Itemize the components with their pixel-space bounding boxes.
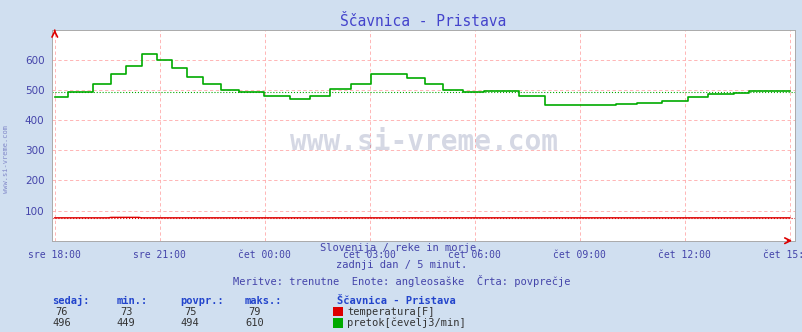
Text: 494: 494 [180,318,200,328]
Text: 449: 449 [116,318,136,328]
Text: 496: 496 [52,318,71,328]
Title: Ščavnica - Pristava: Ščavnica - Pristava [340,14,506,29]
Text: 79: 79 [248,307,261,317]
Text: Ščavnica - Pristava: Ščavnica - Pristava [337,296,456,306]
Text: www.si-vreme.com: www.si-vreme.com [3,125,10,193]
Text: Meritve: trenutne  Enote: angleosaške  Črta: povprečje: Meritve: trenutne Enote: angleosaške Črt… [233,275,569,287]
Text: maks.:: maks.: [245,296,282,306]
Text: pretok[čevelj3/min]: pretok[čevelj3/min] [346,317,465,328]
Text: 610: 610 [245,318,264,328]
Text: min.:: min.: [116,296,148,306]
Text: temperatura[F]: temperatura[F] [346,307,434,317]
Text: 73: 73 [119,307,132,317]
Text: sedaj:: sedaj: [52,295,90,306]
Text: povpr.:: povpr.: [180,296,224,306]
Text: www.si-vreme.com: www.si-vreme.com [290,127,557,156]
Text: Slovenija / reke in morje.: Slovenija / reke in morje. [320,243,482,253]
Text: 75: 75 [184,307,196,317]
Text: 76: 76 [55,307,68,317]
Text: zadnji dan / 5 minut.: zadnji dan / 5 minut. [335,260,467,270]
